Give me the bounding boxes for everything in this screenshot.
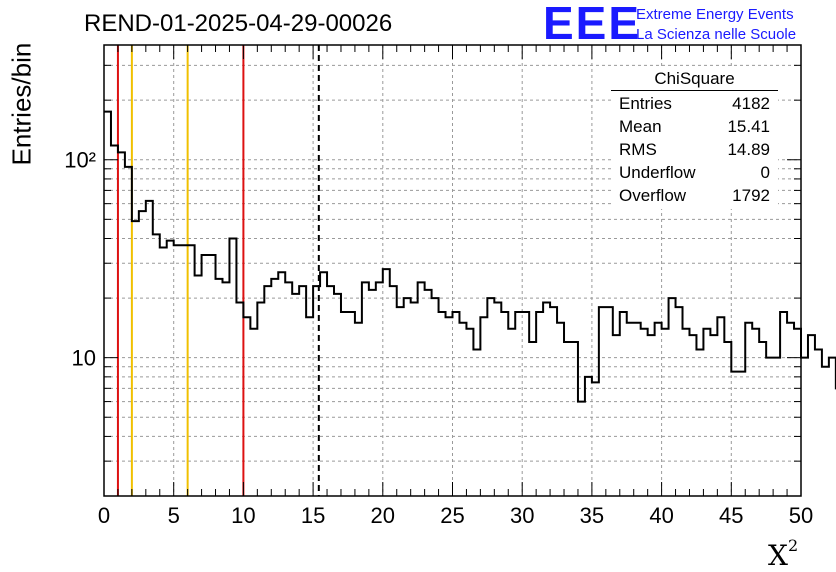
reference-lines: [116, 45, 320, 496]
x-tick-label: 5: [168, 503, 180, 528]
stat-value: 1792: [732, 186, 770, 205]
y-tick-label: 10²: [64, 148, 96, 173]
stat-label: Entries: [619, 94, 672, 113]
histogram-line: [104, 110, 836, 403]
stats-title: ChiSquare: [654, 69, 735, 88]
x-tick-label: 10: [231, 503, 255, 528]
x-axis-label: X2: [768, 536, 799, 572]
x-tick-label: 20: [371, 503, 395, 528]
page-title: REND-01-2025-04-29-00026: [84, 10, 393, 37]
logo-line-1: Extreme Energy Events: [636, 6, 794, 23]
stat-value: 4182: [732, 94, 770, 113]
axis-ticks: [103, 45, 802, 496]
stat-label: RMS: [619, 140, 657, 159]
stat-label: Overflow: [619, 186, 687, 205]
stat-label: Mean: [619, 117, 662, 136]
x-tick-label: 45: [719, 503, 743, 528]
x-tick-label: 0: [98, 503, 110, 528]
y-tick-label: 10: [72, 346, 96, 371]
y-axis-label: Entries/bin: [6, 42, 37, 166]
x-tick-label: 25: [440, 503, 464, 528]
x-tick-label: 30: [510, 503, 534, 528]
stat-value: 14.89: [727, 140, 770, 159]
x-tick-label: 35: [580, 503, 604, 528]
stat-label: Underflow: [619, 163, 696, 182]
logo-line-2: La Scienza nelle Scuole: [636, 26, 797, 43]
stat-value: 15.41: [727, 117, 770, 136]
axis-tick-labels: 0 5 10 15 20 25 30 35 40 45 50 10 10²: [64, 148, 813, 528]
stats-divider: [611, 90, 778, 91]
x-tick-label: 40: [649, 503, 673, 528]
x-tick-label: 50: [789, 503, 813, 528]
stat-value: 0: [760, 163, 770, 182]
x-tick-label: 15: [301, 503, 325, 528]
stats-box: ChiSquare Entries 4182 Mean 15.41 RMS 14.89…: [611, 66, 778, 209]
grid-lines: [104, 45, 801, 496]
eee-logo: EEE: [543, 0, 642, 49]
